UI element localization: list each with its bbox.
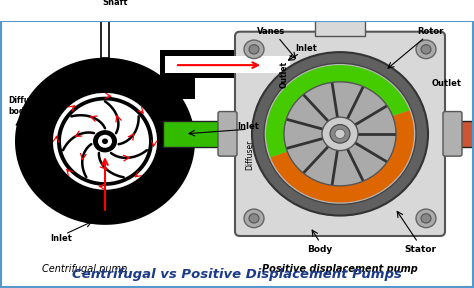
Polygon shape bbox=[59, 98, 151, 184]
Circle shape bbox=[98, 135, 112, 148]
Text: Shaft: Shaft bbox=[102, 0, 128, 7]
Circle shape bbox=[284, 82, 396, 186]
Wedge shape bbox=[266, 65, 410, 157]
Text: Inlet: Inlet bbox=[295, 44, 317, 53]
Text: Inlet: Inlet bbox=[50, 234, 72, 243]
Circle shape bbox=[264, 63, 416, 204]
Circle shape bbox=[244, 209, 264, 228]
Bar bbox=[315, 20, 365, 36]
FancyBboxPatch shape bbox=[218, 111, 237, 156]
Circle shape bbox=[416, 209, 436, 228]
Circle shape bbox=[335, 129, 345, 139]
Circle shape bbox=[322, 117, 358, 151]
Bar bbox=[160, 50, 290, 78]
Text: Diffuser
body: Diffuser body bbox=[8, 96, 43, 116]
Circle shape bbox=[421, 214, 431, 223]
Polygon shape bbox=[15, 58, 195, 225]
Text: Body: Body bbox=[307, 245, 333, 254]
Bar bbox=[165, 56, 290, 73]
Circle shape bbox=[330, 124, 350, 143]
Polygon shape bbox=[53, 93, 157, 190]
Circle shape bbox=[249, 45, 259, 54]
Circle shape bbox=[102, 139, 108, 144]
Text: Rotor: Rotor bbox=[417, 27, 443, 36]
Text: Vanes: Vanes bbox=[257, 27, 285, 36]
Polygon shape bbox=[53, 93, 157, 190]
Circle shape bbox=[416, 40, 436, 59]
Circle shape bbox=[421, 45, 431, 54]
Text: Inlet: Inlet bbox=[237, 122, 259, 131]
Circle shape bbox=[249, 214, 259, 223]
Circle shape bbox=[93, 130, 117, 152]
Circle shape bbox=[252, 52, 428, 215]
Bar bbox=[163, 121, 225, 147]
Text: Centrifugal vs Positive Displacement Pumps: Centrifugal vs Positive Displacement Pum… bbox=[72, 268, 402, 281]
Text: Positive displacement pump: Positive displacement pump bbox=[262, 264, 418, 274]
Bar bbox=[90, 0, 200, 10]
Bar bbox=[160, 50, 195, 98]
Wedge shape bbox=[271, 110, 414, 202]
FancyBboxPatch shape bbox=[235, 32, 445, 236]
Text: Outlet: Outlet bbox=[280, 61, 289, 88]
Text: Centrifugal pump: Centrifugal pump bbox=[42, 264, 128, 274]
Circle shape bbox=[244, 40, 264, 59]
Polygon shape bbox=[57, 97, 153, 186]
Polygon shape bbox=[53, 93, 157, 190]
Text: Diffuser: Diffuser bbox=[246, 140, 255, 170]
FancyBboxPatch shape bbox=[443, 111, 462, 156]
Text: Stator: Stator bbox=[404, 245, 436, 254]
Bar bbox=[455, 121, 474, 147]
Polygon shape bbox=[61, 101, 149, 182]
Bar bbox=[101, 10, 109, 58]
Text: Outlet: Outlet bbox=[432, 79, 462, 88]
